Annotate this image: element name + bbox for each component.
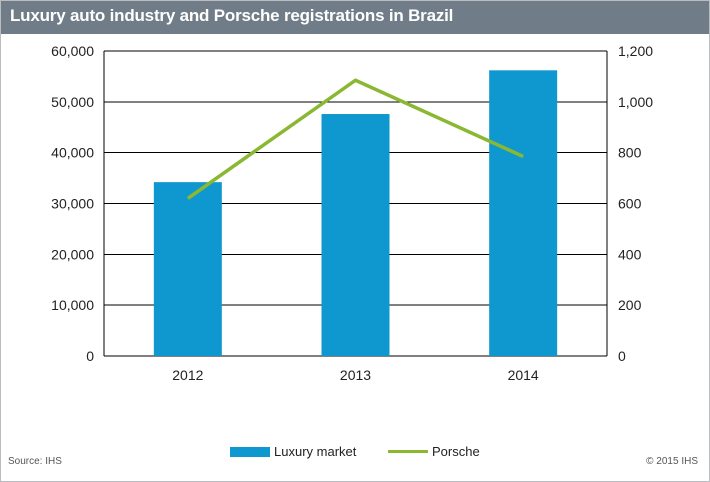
copyright-note: © 2015 IHS — [646, 456, 698, 467]
y-left-tick-label: 50,000 — [51, 94, 94, 110]
bar — [153, 182, 222, 356]
legend-swatch-line — [388, 450, 428, 453]
y-right-tick-label: 400 — [618, 246, 642, 262]
y-left-tick-label: 20,000 — [51, 246, 94, 262]
legend-swatch-bar — [230, 446, 270, 457]
bar — [489, 70, 558, 357]
y-right-tick-label: 600 — [618, 196, 642, 212]
title-bar: Luxury auto industry and Porsche registr… — [1, 1, 709, 34]
y-left-tick-label: 0 — [86, 348, 94, 364]
legend-item-luxury: Luxury market — [230, 444, 356, 459]
source-note: Source: IHS — [8, 456, 62, 467]
y-right-tick-label: 800 — [618, 145, 642, 161]
y-left-tick-label: 10,000 — [51, 297, 94, 313]
y-left-tick-label: 40,000 — [51, 145, 94, 161]
x-tick-label: 2012 — [172, 367, 203, 383]
x-tick-label: 2013 — [340, 367, 371, 383]
y-left-tick-label: 60,000 — [51, 43, 94, 59]
legend-label-luxury: Luxury market — [274, 444, 357, 459]
y-right-tick-label: 1,200 — [618, 43, 653, 59]
chart-title: Luxury auto industry and Porsche registr… — [10, 6, 454, 25]
y-right-tick-label: 200 — [618, 297, 642, 313]
y-right-tick-label: 1,000 — [618, 94, 653, 110]
legend-label-porsche: Porsche — [432, 444, 480, 459]
y-left-tick-label: 30,000 — [51, 196, 94, 212]
legend-item-porsche: Porsche — [388, 444, 480, 459]
bar — [321, 114, 390, 357]
x-tick-label: 2014 — [508, 367, 539, 383]
y-right-tick-label: 0 — [618, 348, 626, 364]
legend: Luxury market Porsche — [0, 444, 708, 462]
